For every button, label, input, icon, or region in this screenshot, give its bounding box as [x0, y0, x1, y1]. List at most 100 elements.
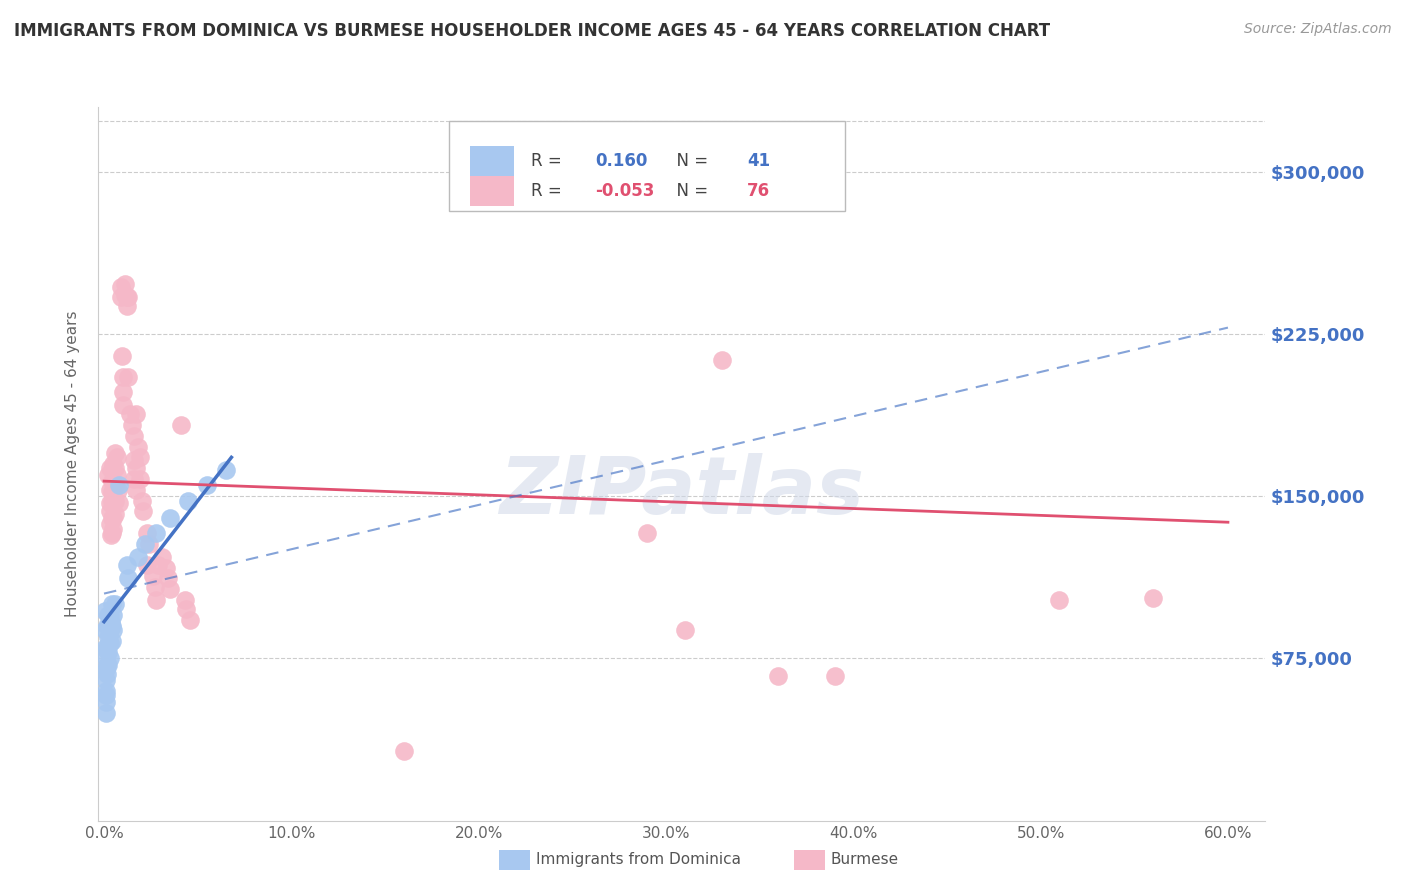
Point [121, 417, 143, 432]
Point [97, 636, 120, 650]
Point [170, 417, 193, 432]
Point [94, 684, 117, 698]
Point [117, 571, 139, 585]
Point [125, 407, 148, 421]
Point [96, 666, 118, 681]
Point [100, 474, 122, 488]
Point [98, 608, 121, 623]
Point [148, 558, 170, 573]
Text: Immigrants from Dominica: Immigrants from Dominica [536, 853, 741, 867]
Point [768, 669, 790, 683]
Point [114, 288, 136, 302]
Point [195, 478, 218, 492]
Point [115, 290, 138, 304]
Point [134, 537, 156, 551]
Point [636, 526, 658, 541]
Point [100, 615, 122, 629]
Point [103, 522, 125, 536]
Point [98, 517, 121, 532]
Point [94, 688, 117, 702]
Point [100, 634, 122, 648]
Point [103, 511, 125, 525]
Text: Burmese: Burmese [831, 853, 898, 867]
Point [96, 695, 118, 709]
Point [96, 619, 118, 633]
Point [97, 467, 120, 482]
Point [125, 461, 148, 475]
Point [103, 608, 125, 623]
Point [392, 744, 415, 758]
Point [120, 407, 142, 421]
Point [107, 483, 129, 497]
Point [179, 613, 201, 627]
Y-axis label: Householder Income Ages 45 - 64 years: Householder Income Ages 45 - 64 years [65, 310, 80, 617]
Point [110, 279, 132, 293]
Point [103, 485, 125, 500]
Text: Source: ZipAtlas.com: Source: ZipAtlas.com [1244, 22, 1392, 37]
Point [96, 706, 118, 720]
Point [104, 446, 127, 460]
Point [100, 526, 122, 541]
Point [127, 549, 149, 564]
Point [111, 370, 134, 384]
Point [117, 370, 139, 384]
Point [100, 619, 122, 633]
Point [156, 571, 179, 585]
Point [98, 624, 121, 638]
Point [96, 640, 118, 655]
Point [100, 528, 122, 542]
Point [215, 463, 238, 477]
Point [150, 549, 173, 564]
Point [173, 593, 195, 607]
Point [132, 504, 155, 518]
Text: 76: 76 [747, 182, 770, 200]
Point [824, 669, 846, 683]
Point [100, 493, 122, 508]
Point [105, 467, 128, 482]
Point [105, 450, 128, 465]
Point [138, 537, 160, 551]
Point [98, 483, 121, 497]
Point [1047, 593, 1070, 607]
Point [142, 569, 165, 583]
Point [143, 580, 166, 594]
Text: N =: N = [665, 182, 713, 200]
Text: ZIPatlas: ZIPatlas [499, 453, 865, 532]
Text: N =: N = [665, 152, 713, 169]
Point [159, 582, 181, 597]
Text: IMMIGRANTS FROM DOMINICA VS BURMESE HOUSEHOLDER INCOME AGES 45 - 64 YEARS CORREL: IMMIGRANTS FROM DOMINICA VS BURMESE HOUS… [14, 22, 1050, 40]
Point [97, 630, 120, 644]
Text: 0.160: 0.160 [596, 152, 648, 169]
Point [100, 511, 122, 525]
Point [103, 457, 125, 471]
Point [104, 598, 127, 612]
Point [117, 290, 139, 304]
Point [94, 651, 117, 665]
Point [115, 558, 138, 573]
Point [711, 353, 734, 368]
Point [122, 452, 145, 467]
Point [108, 478, 131, 492]
Point [136, 558, 159, 573]
Point [110, 290, 132, 304]
Point [128, 472, 150, 486]
Point [104, 493, 127, 508]
Text: 41: 41 [747, 152, 770, 169]
Point [1142, 591, 1164, 605]
Point [94, 624, 117, 638]
Bar [470, 176, 513, 206]
Point [98, 461, 121, 475]
Point [159, 511, 181, 525]
Point [103, 624, 125, 638]
Point [127, 440, 149, 454]
Text: R =: R = [531, 182, 568, 200]
Point [125, 483, 148, 497]
Point [97, 608, 120, 623]
Point [100, 463, 122, 477]
Point [176, 601, 198, 615]
Point [103, 496, 125, 510]
Point [94, 604, 117, 618]
Point [97, 619, 120, 633]
FancyBboxPatch shape [449, 121, 845, 211]
Point [111, 399, 134, 413]
